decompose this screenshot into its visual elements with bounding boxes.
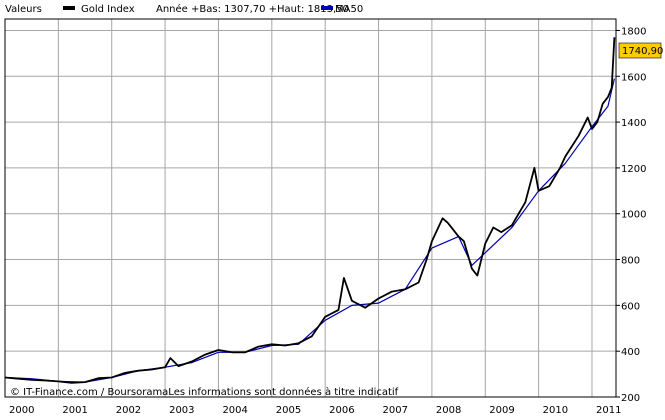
- x-tick-label: 2004: [222, 405, 247, 416]
- legend-series-name: Gold Index: [81, 4, 135, 15]
- vertical-gridlines: [57, 19, 593, 397]
- y-tick-label: 1800: [621, 26, 646, 37]
- ma50-legend-swatch: [321, 6, 333, 10]
- last-value-badge-bg: [618, 42, 662, 59]
- y-tick-label: 1200: [621, 164, 646, 175]
- y-tick-label: 200: [621, 393, 640, 404]
- gold-index-legend-swatch: [63, 6, 75, 10]
- gold-index-series-line: [4, 37, 616, 384]
- y-tick-label: 800: [621, 256, 640, 267]
- legend-ma-name: MA50: [335, 4, 363, 15]
- x-tick-label: 2000: [9, 405, 34, 416]
- y-tick-label: 1400: [621, 118, 646, 129]
- x-tick-label: 2006: [329, 405, 354, 416]
- plot-frame: [4, 18, 617, 398]
- x-axis-tick-labels: 2000 2001 2002 2003 2004 2005 2006 2007 2008 2009…: [9, 405, 621, 416]
- plot-area: [5, 19, 616, 397]
- x-tick-label: 2009: [489, 405, 514, 416]
- y-tick-label: 400: [621, 347, 640, 358]
- x-tick-label: 2003: [169, 405, 194, 416]
- last-value-badge: 1740,90: [618, 42, 663, 59]
- x-tick-label: 2002: [116, 405, 141, 416]
- y-axis-tick-labels: 200 400 600 800 1000 1200 1400 1600 1800: [616, 26, 646, 404]
- x-tick-label: 2010: [543, 405, 568, 416]
- x-tick-label: 2007: [383, 405, 408, 416]
- y-tick-label: 1600: [621, 72, 646, 83]
- x-tick-label: 2001: [62, 405, 87, 416]
- y-tick-label: 1000: [621, 210, 646, 221]
- x-tick-label: 2011: [596, 405, 621, 416]
- legend: Valeurs Gold Index Année +Bas: 1307,70 +…: [5, 3, 363, 15]
- footer-disclaimer: © IT-Finance.com / BoursoramaLes informa…: [10, 386, 399, 398]
- x-tick-label: 2008: [436, 405, 461, 416]
- y-tick-label: 600: [621, 301, 640, 312]
- legend-col-label: Valeurs: [5, 4, 42, 15]
- last-value-label: 1740,90: [622, 46, 663, 57]
- x-tick-label: 2005: [276, 405, 301, 416]
- legend-period-stats: Année +Bas: 1307,70 +Haut: 1813,50: [156, 3, 349, 15]
